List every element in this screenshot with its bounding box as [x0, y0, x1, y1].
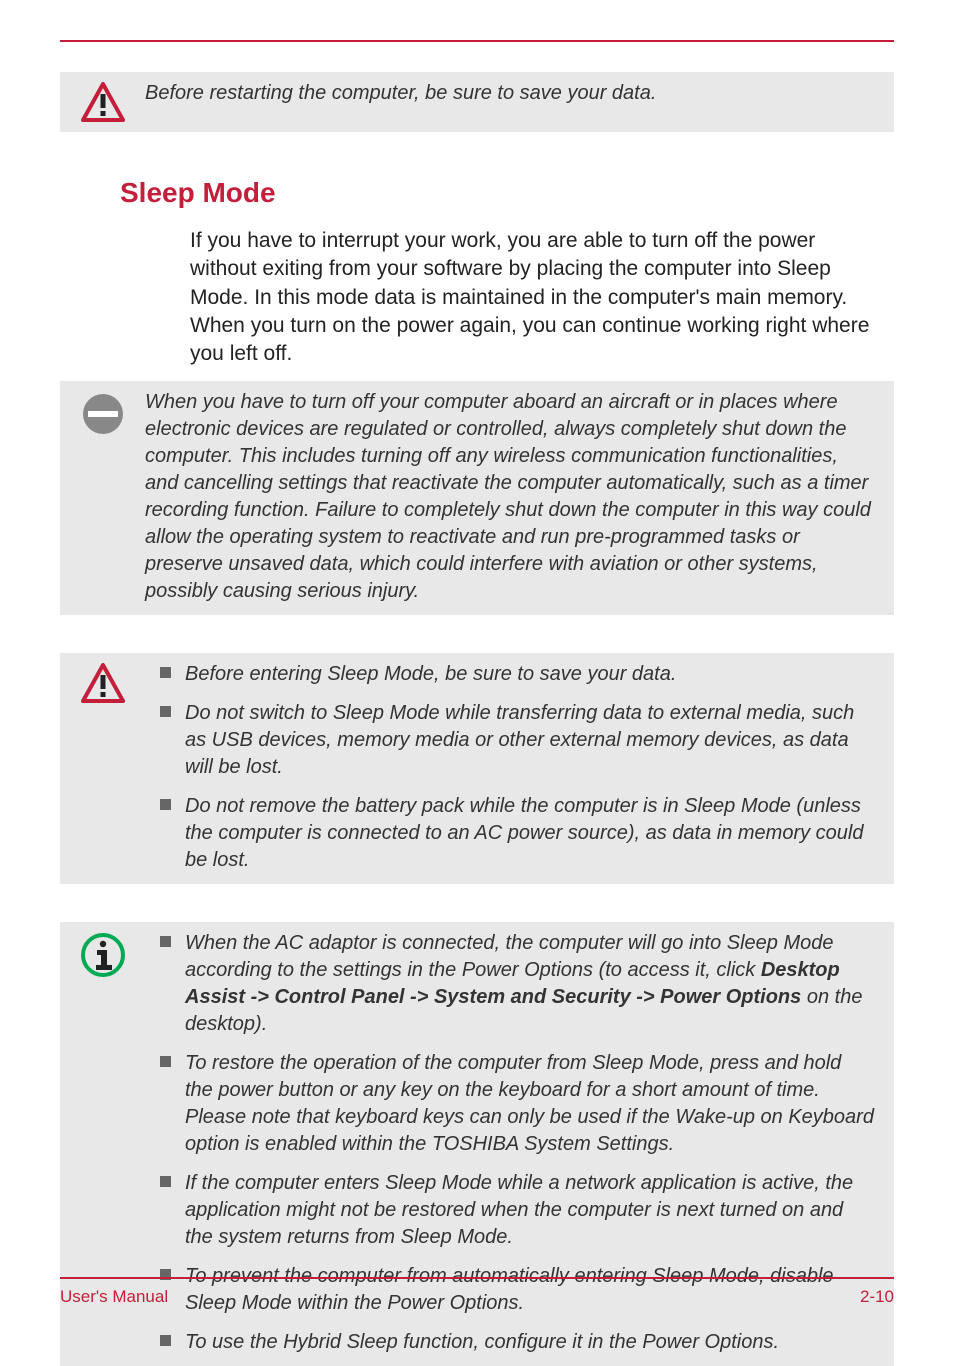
list-item: If the computer enters Sleep Mode while … — [145, 1170, 874, 1251]
list-item: Do not remove the battery pack while the… — [145, 793, 874, 874]
callout-text: Before restarting the computer, be sure … — [145, 80, 874, 107]
list-item: To use the Hybrid Sleep function, config… — [145, 1329, 874, 1356]
text-pre: When the AC adaptor is connected, the co… — [185, 932, 834, 981]
list-item: Do not switch to Sleep Mode while transf… — [145, 700, 874, 781]
bullet-text: Before entering Sleep Mode, be sure to s… — [185, 661, 874, 688]
top-rule — [60, 40, 894, 42]
callout-prohibition-aircraft: When you have to turn off your computer … — [60, 381, 894, 615]
footer-left: User's Manual — [60, 1287, 168, 1307]
bullet-icon — [145, 793, 185, 810]
list-item: To restore the operation of the computer… — [145, 1050, 874, 1158]
warning-icon — [60, 661, 145, 703]
prohibition-icon — [60, 389, 145, 437]
list-item: When the AC adaptor is connected, the co… — [145, 930, 874, 1038]
bullet-icon — [145, 930, 185, 947]
bullet-icon — [145, 1050, 185, 1067]
section-heading: Sleep Mode — [120, 177, 894, 209]
info-icon — [60, 930, 145, 978]
list-item: Before entering Sleep Mode, be sure to s… — [145, 661, 874, 688]
bullet-text: To restore the operation of the computer… — [185, 1050, 874, 1158]
callout-warning-sleep: Before entering Sleep Mode, be sure to s… — [60, 653, 894, 884]
footer-right: 2-10 — [860, 1287, 894, 1307]
bullet-text: To use the Hybrid Sleep function, config… — [185, 1329, 874, 1356]
bullet-text: If the computer enters Sleep Mode while … — [185, 1170, 874, 1251]
bullet-text: Do not remove the battery pack while the… — [185, 793, 874, 874]
bullet-text: When the AC adaptor is connected, the co… — [185, 930, 874, 1038]
bullet-text: Do not switch to Sleep Mode while transf… — [185, 700, 874, 781]
bullet-icon — [145, 1170, 185, 1187]
callout-text: When you have to turn off your computer … — [145, 389, 874, 605]
section-intro: If you have to interrupt your work, you … — [190, 227, 884, 369]
warning-icon — [60, 80, 145, 122]
bullet-icon — [145, 700, 185, 717]
callout-warning-restart: Before restarting the computer, be sure … — [60, 72, 894, 132]
bullet-icon — [145, 661, 185, 678]
bullet-icon — [145, 1329, 185, 1346]
bullet-list: Before entering Sleep Mode, be sure to s… — [145, 661, 874, 874]
page-footer: User's Manual 2-10 — [60, 1277, 894, 1307]
